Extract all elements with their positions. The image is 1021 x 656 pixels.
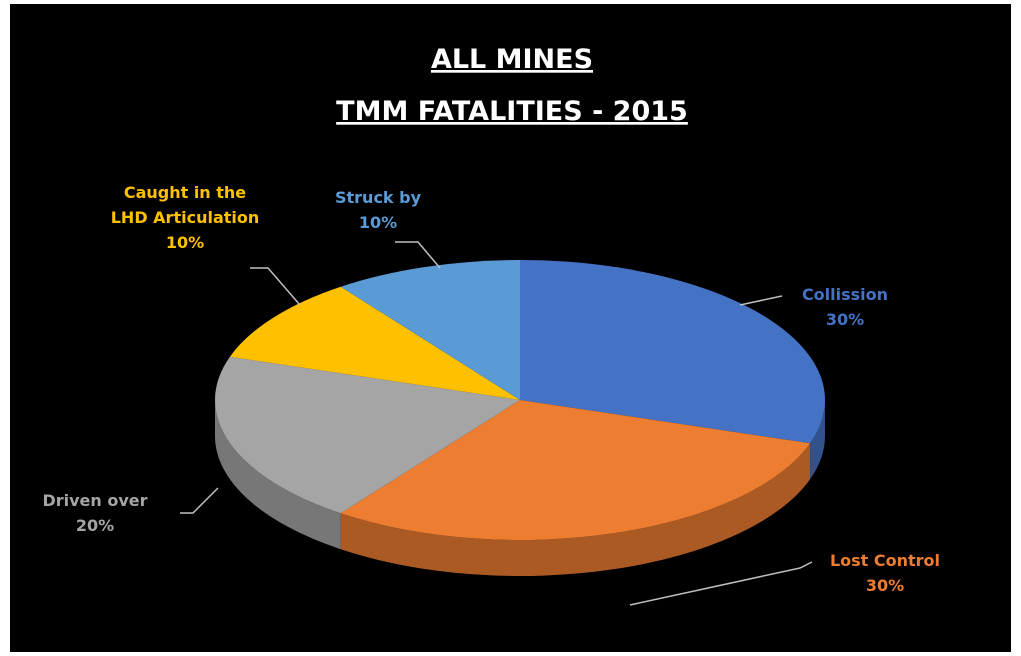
label-category: Driven over — [42, 491, 148, 510]
slice-side — [810, 400, 826, 480]
leader-line — [250, 267, 301, 306]
data-label: Struck by 10% — [318, 185, 438, 235]
label-value: 30% — [825, 310, 865, 329]
slice — [214, 356, 520, 514]
leader-line — [739, 295, 783, 306]
chart-title: TMM FATALITIES - 2015 — [336, 96, 688, 127]
label-value: 20% — [75, 516, 115, 535]
slice — [520, 260, 825, 444]
slice — [340, 260, 520, 400]
label-category: Struck by — [334, 188, 422, 207]
pie — [180, 241, 826, 606]
label-category: Collission — [801, 285, 889, 304]
leader-line — [629, 561, 813, 606]
data-label: Caught in the LHD Articulation 10% — [110, 180, 260, 255]
leader-line — [180, 487, 219, 514]
data-label: Lost Control 30% — [805, 548, 965, 598]
label-category: Lost Control — [829, 551, 941, 570]
leader-line — [395, 241, 441, 269]
chart-title: ALL MINES — [431, 44, 593, 75]
label-value: 30% — [865, 576, 905, 595]
slice-side — [215, 400, 341, 550]
label-category: Caught in the LHD Articulation — [110, 183, 260, 227]
slice — [229, 286, 520, 400]
data-label: Driven over 20% — [25, 488, 165, 538]
label-value: 10% — [165, 233, 205, 252]
slice-side — [340, 443, 811, 577]
data-label: Collission 30% — [780, 282, 910, 332]
slice — [340, 400, 811, 541]
label-value: 10% — [358, 213, 398, 232]
